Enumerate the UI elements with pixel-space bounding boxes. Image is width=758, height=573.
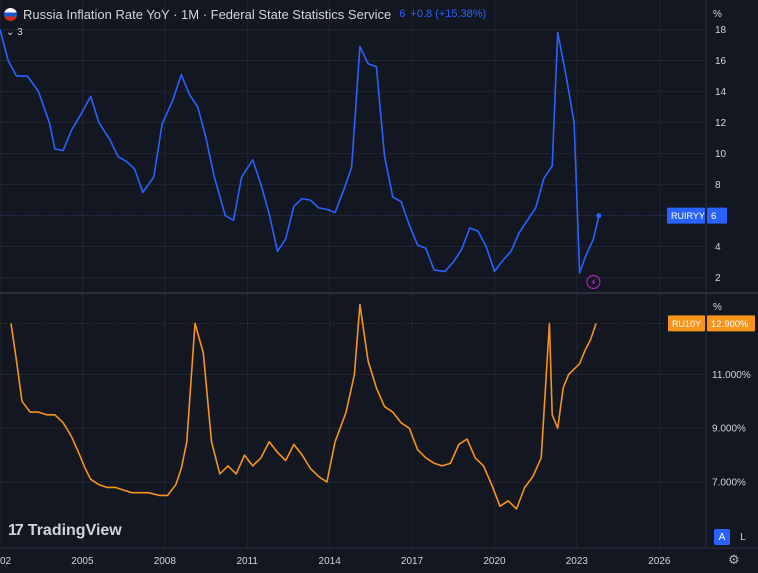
chart-legend-header[interactable]: Russia Inflation Rate YoY · 1M · Federal… (4, 5, 486, 23)
settings-gear-icon[interactable]: ⚙ (728, 552, 740, 567)
series-name-label: RUIRYY (671, 211, 705, 221)
chart-title: Russia Inflation Rate YoY · 1M · Federal… (23, 6, 392, 22)
price-tick-label: 7.000% (712, 477, 746, 488)
price-tick-label: 18 (715, 25, 727, 36)
price-tick-label: 10 (715, 149, 727, 160)
russia-flag-icon (4, 7, 17, 21)
collapse-indicators-button[interactable]: ⌄ 3 (6, 27, 23, 38)
time-tick-label: 2011 (236, 556, 258, 567)
series-name-badge (667, 207, 705, 224)
last-value-badge (707, 315, 755, 332)
last-value-badge (707, 207, 727, 224)
price-tick-label: 11.000% (712, 370, 751, 381)
time-tick-label: 2014 (319, 556, 342, 567)
pane1-unit-label: % (713, 9, 722, 20)
series-name-badge (668, 315, 705, 332)
tradingview-logo[interactable]: 17 TradingView (8, 522, 122, 540)
time-tick-label: 2023 (566, 556, 589, 567)
time-tick-label: 2005 (71, 556, 94, 567)
tradingview-logo-text: TradingView (27, 522, 122, 539)
ruiryy-series-line[interactable] (0, 29, 600, 274)
log-scale-button[interactable]: L (740, 531, 746, 543)
price-tick-label: 14 (715, 87, 727, 98)
price-tick-label: 16 (715, 56, 727, 67)
auto-scale-button[interactable]: A (714, 529, 730, 545)
last-value-dot (596, 213, 602, 219)
yield-pane: 7.000% 9.000% 11.000% RU10Y 12.900% (0, 303, 755, 510)
time-tick-label: 2026 (648, 556, 671, 567)
time-axis: 2002 2005 2008 2011 2014 2017 2020 2023 2026 (0, 556, 671, 567)
pane2-unit-label: % (713, 302, 722, 313)
event-marker-icon[interactable] (586, 274, 601, 290)
last-value-label: 12.900% (711, 319, 749, 330)
price-tick-label: 9.000% (712, 424, 746, 435)
grid-lines (0, 0, 758, 549)
last-value: 6 (399, 8, 406, 20)
chevron-down-icon: ⌄ (6, 27, 15, 38)
time-tick-label: 2008 (154, 556, 177, 567)
ru10y-series-line[interactable] (10, 303, 597, 510)
price-tick-label: 4 (715, 242, 721, 253)
value-change: +0.8 (+15.38%) (410, 8, 487, 20)
last-value-label: 6 (711, 211, 716, 222)
time-tick-label: 2017 (401, 556, 424, 567)
tradingview-logo-icon: 17 (8, 522, 24, 539)
time-tick-label: 2002 (0, 556, 12, 567)
series-name-label: RU10Y (672, 319, 701, 329)
lightning-icon: ⚡ (590, 279, 596, 289)
price-tick-label: 8 (715, 180, 721, 191)
price-tick-label: 2 (715, 273, 721, 284)
price-tick-label: 12 (715, 118, 727, 129)
collapsed-count: 3 (17, 27, 23, 38)
time-tick-label: 2020 (483, 556, 506, 567)
